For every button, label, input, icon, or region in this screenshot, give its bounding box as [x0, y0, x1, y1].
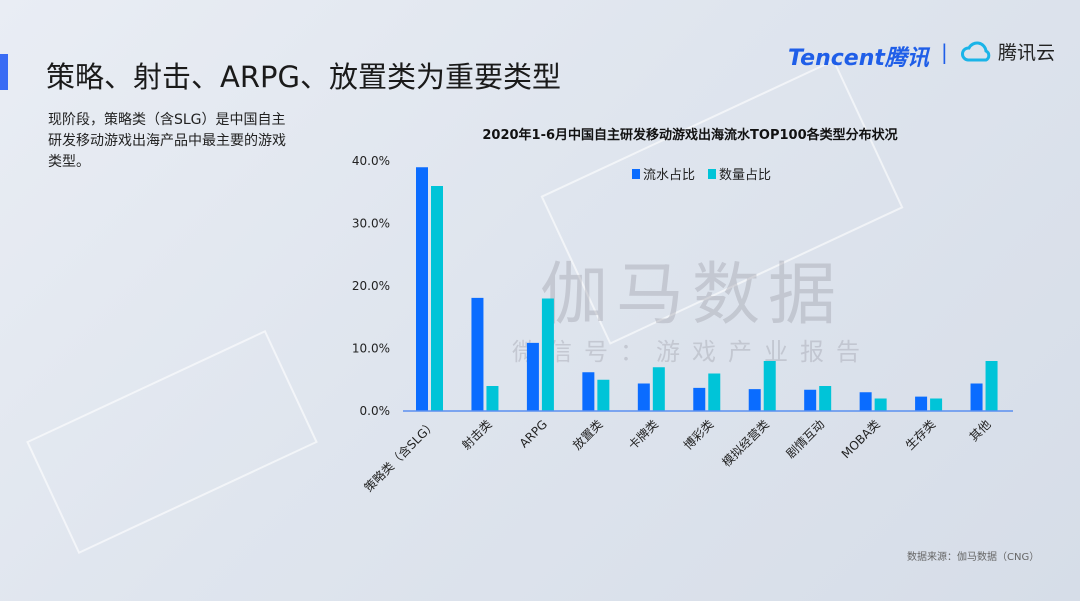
x-tick-label: 模拟经营类 [720, 417, 772, 469]
bar-count [431, 186, 443, 411]
x-tick-label: 剧情互动 [783, 417, 827, 461]
y-tick-label: 40.0% [352, 154, 390, 168]
tencent-logo: Tencent腾讯 [788, 46, 929, 71]
tencent-cloud-logo: 腾讯云 [960, 38, 1055, 65]
bar-count [652, 367, 665, 411]
bar-revenue [526, 342, 539, 411]
bar-revenue [970, 383, 983, 411]
bar-count [708, 373, 721, 411]
bar-revenue [582, 372, 595, 411]
bar-revenue [748, 389, 761, 411]
x-tick-label: 博彩类 [680, 417, 716, 453]
x-tick-label: ARPG [517, 417, 550, 450]
legend-swatch [632, 169, 640, 179]
legend-swatch [708, 169, 716, 179]
chart-title: 2020年1-6月中国自主研发移动游戏出海流水TOP100各类型分布状况 [482, 127, 897, 143]
bar-revenue [804, 389, 817, 411]
x-tick-label: 生存类 [903, 417, 938, 452]
watermark-sub: 微信号：游戏产业报告 [512, 338, 872, 366]
bar-count [874, 398, 887, 411]
bar-revenue [471, 297, 484, 411]
legend-label: 流水占比 [643, 168, 695, 183]
title-accent-bar [0, 54, 8, 90]
bar-revenue [637, 383, 650, 411]
bar-revenue [416, 167, 428, 411]
x-tick-label: MOBA类 [839, 417, 883, 461]
cloud-icon [961, 41, 991, 61]
page-title: 策略、射击、ARPG、放置类为重要类型 [46, 60, 561, 94]
y-tick-label: 0.0% [360, 404, 391, 418]
y-tick-label: 30.0% [352, 217, 390, 231]
bar-revenue [915, 396, 928, 411]
bar-revenue [859, 392, 872, 411]
x-tick-label: 放置类 [569, 417, 605, 453]
bar-count [819, 386, 832, 411]
x-tick-label: 策略类（含SLG） [361, 417, 439, 495]
bar-revenue [693, 387, 706, 411]
y-tick-label: 10.0% [352, 342, 390, 356]
data-source: 数据来源：伽马数据（CNG） [907, 552, 1040, 563]
y-tick-label: 20.0% [352, 279, 390, 293]
x-tick-label: 卡牌类 [626, 417, 661, 452]
bar-count [985, 361, 998, 411]
x-tick-label: 其他 [967, 417, 994, 444]
bar-count [486, 386, 499, 411]
watermark-main: 伽马数据 [540, 256, 844, 335]
bar-count [541, 298, 554, 411]
logo-separator: | [941, 40, 948, 64]
x-tick-label: 射击类 [459, 417, 495, 453]
legend-label: 数量占比 [719, 168, 771, 183]
description-text: 现阶段，策略类（含SLG）是中国自主研发移动游戏出海产品中最主要的游戏类型。 [48, 112, 286, 170]
bar-count [763, 361, 776, 411]
bar-count [597, 379, 610, 411]
bar-count [930, 398, 943, 411]
cloud-logo-text: 腾讯云 [998, 42, 1056, 64]
